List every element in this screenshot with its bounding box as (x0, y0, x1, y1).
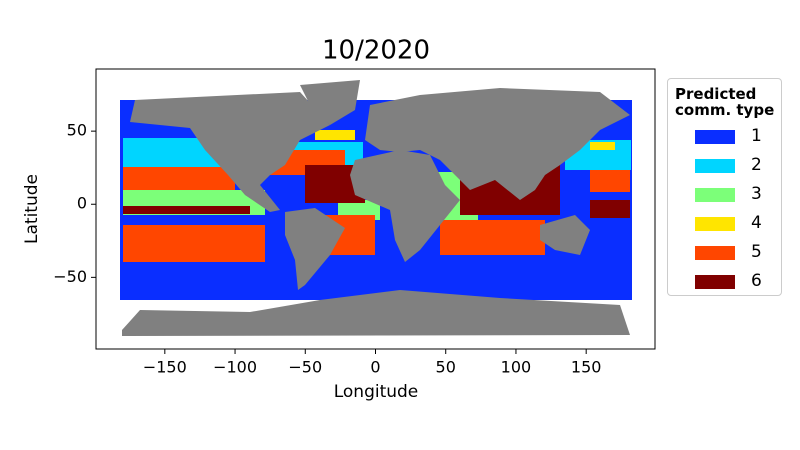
region (590, 200, 630, 218)
x-tick-label: 150 (571, 358, 602, 377)
continent (300, 80, 360, 125)
region (440, 220, 545, 255)
continent (540, 215, 590, 255)
region (590, 142, 615, 150)
y-tick-label: −50 (53, 267, 87, 286)
legend-label: 1 (751, 126, 762, 146)
legend: Predicted comm. type 1 2 3 4 5 6 (667, 78, 782, 296)
map (120, 80, 632, 336)
x-tick-label: 0 (370, 358, 380, 377)
continent (350, 150, 460, 262)
region (123, 167, 235, 190)
continent (130, 92, 330, 212)
legend-swatch (695, 217, 735, 231)
continent (122, 290, 630, 336)
x-tick-label: −50 (288, 358, 322, 377)
axes: −150 −100 −50 0 50 100 150 −50 0 50 (53, 121, 601, 377)
x-tick-label: 100 (501, 358, 532, 377)
legend-title: Predicted comm. type (675, 85, 775, 119)
legend-label: 2 (751, 155, 762, 175)
y-axis-label: Latitude (22, 174, 42, 244)
x-tick-label: −100 (213, 358, 257, 377)
continent (365, 88, 630, 200)
region (123, 225, 265, 262)
legend-label: 5 (751, 242, 762, 262)
legend-label: 6 (751, 271, 762, 291)
region (123, 206, 250, 214)
legend-swatch (695, 130, 735, 144)
chart-title: 10/2020 (322, 36, 430, 66)
legend-swatch (695, 159, 735, 173)
x-tick-label: 50 (436, 358, 456, 377)
legend-label: 3 (751, 184, 762, 204)
x-tick-label: −150 (143, 358, 187, 377)
continent (285, 208, 345, 290)
legend-swatch (695, 275, 735, 289)
region (590, 170, 630, 192)
legend-swatch (695, 188, 735, 202)
y-tick-label: 50 (67, 121, 87, 140)
y-tick-label: 0 (77, 194, 87, 213)
region (315, 130, 355, 140)
x-axis-label: Longitude (334, 382, 419, 402)
legend-swatch (695, 246, 735, 260)
legend-label: 4 (751, 213, 762, 233)
land (122, 80, 630, 336)
